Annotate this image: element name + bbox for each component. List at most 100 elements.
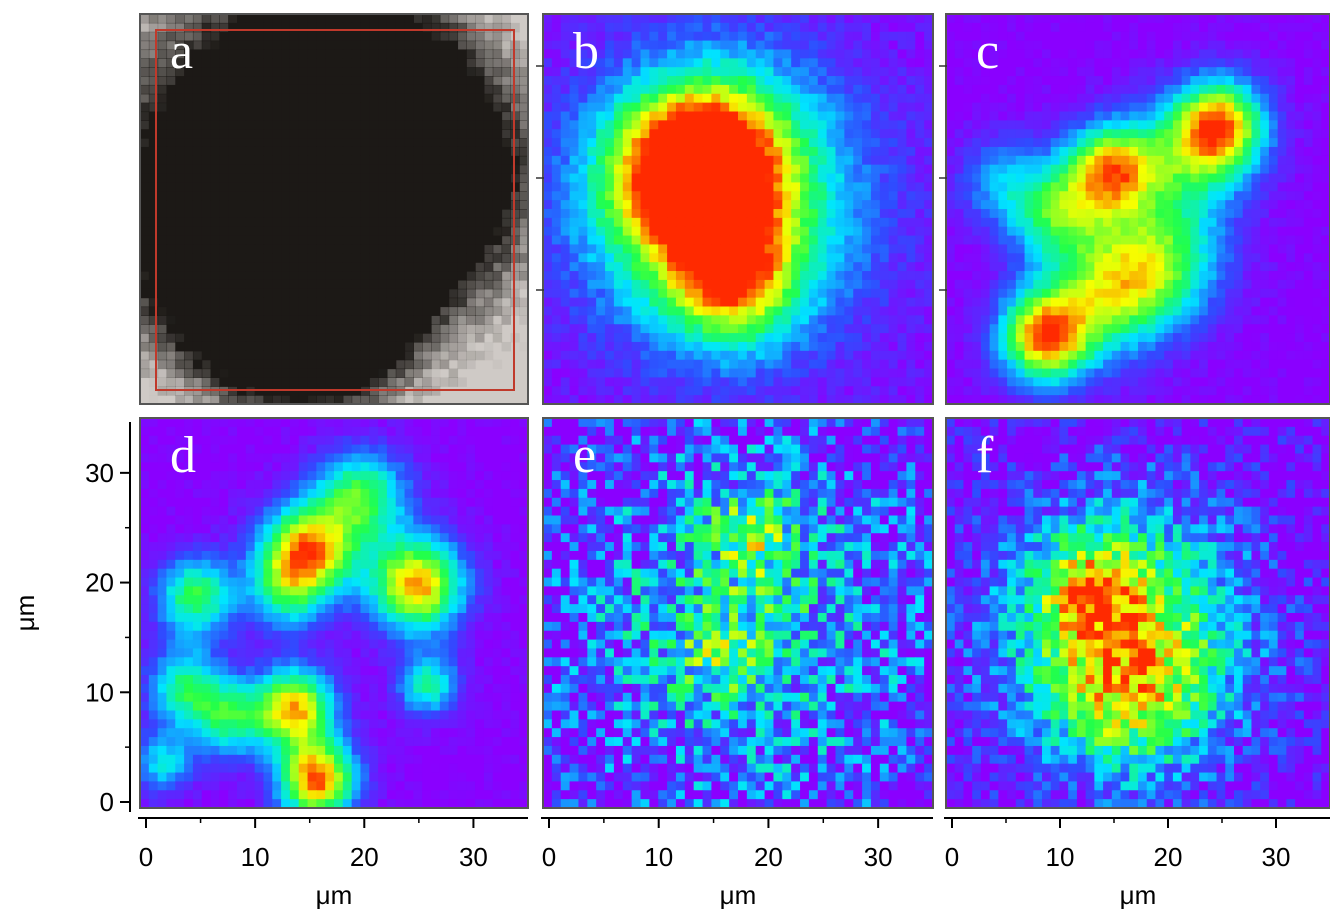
- heatmap-cell: [1155, 120, 1165, 130]
- heatmap-cell: [870, 146, 881, 157]
- heatmap-cell: [551, 209, 562, 219]
- optical-cell: [422, 93, 432, 104]
- heatmap-cell: [764, 368, 775, 379]
- heatmap-cell: [1251, 102, 1261, 113]
- heatmap-cell: [1007, 146, 1017, 157]
- heatmap-cell: [888, 386, 899, 396]
- optical-cell: [307, 120, 317, 130]
- heatmap-cell: [649, 14, 659, 24]
- optical-cell: [184, 350, 194, 361]
- optical-cell: [263, 120, 273, 130]
- heatmap-cell: [782, 279, 792, 290]
- heatmap-cell: [729, 253, 739, 263]
- heatmap-cell: [729, 93, 739, 104]
- heatmap-cell: [605, 76, 615, 86]
- optical-cell: [228, 262, 238, 272]
- optical-cell: [184, 288, 194, 299]
- heatmap-cell: [791, 350, 801, 361]
- heatmap-cell: [631, 191, 642, 201]
- heatmap-cell: [1076, 40, 1087, 51]
- heatmap-cell: [1068, 93, 1078, 104]
- heatmap-cell: [1059, 182, 1069, 192]
- optical-cell: [448, 155, 459, 166]
- heatmap-cell: [693, 226, 704, 237]
- heatmap-cell: [631, 377, 642, 387]
- optical-cell: [466, 67, 476, 77]
- optical-cell: [475, 262, 485, 272]
- heatmap-cell: [1225, 120, 1235, 130]
- heatmap-cell: [915, 129, 925, 139]
- optical-cell: [192, 22, 203, 33]
- optical-cell: [466, 22, 476, 33]
- optical-cell: [184, 84, 194, 95]
- heatmap-cell: [888, 22, 899, 33]
- heatmap-cell: [684, 368, 695, 379]
- heatmap-cell: [1085, 191, 1095, 201]
- heatmap-cell: [569, 279, 580, 290]
- heatmap-cell: [720, 173, 730, 184]
- heatmap-cell: [954, 67, 965, 77]
- optical-cell: [457, 146, 467, 157]
- optical-cell: [307, 102, 317, 113]
- optical-cell: [439, 22, 450, 33]
- optical-cell: [466, 288, 476, 299]
- heatmap-cell: [746, 14, 757, 24]
- heatmap-cell: [826, 58, 837, 68]
- optical-cell: [501, 164, 511, 175]
- heatmap-cell: [826, 359, 837, 370]
- heatmap-cell: [1260, 138, 1270, 148]
- heatmap-cell: [1225, 40, 1235, 51]
- heatmap-cell: [915, 164, 925, 175]
- heatmap-cell: [1312, 226, 1322, 237]
- optical-cell: [228, 226, 238, 237]
- heatmap-cell: [1303, 173, 1314, 184]
- heatmap-cell: [711, 288, 721, 299]
- optical-cell: [228, 235, 238, 246]
- heatmap-cell: [879, 40, 890, 51]
- optical-cell: [157, 76, 168, 86]
- heatmap-cell: [675, 244, 686, 254]
- heatmap-cell: [808, 76, 819, 86]
- heatmap-cell: [1155, 58, 1165, 68]
- optical-cell: [237, 217, 247, 228]
- heatmap-cell: [924, 386, 933, 396]
- heatmap-cell: [1207, 84, 1218, 95]
- heatmap-cell: [1172, 76, 1183, 86]
- heatmap-cell: [587, 49, 597, 59]
- heatmap-cell: [1103, 200, 1113, 210]
- heatmap-cell: [675, 271, 686, 281]
- heatmap-cell: [791, 111, 801, 121]
- heatmap-cell: [738, 31, 748, 42]
- optical-cell: [334, 58, 344, 68]
- optical-cell: [219, 341, 229, 352]
- optical-cell: [307, 111, 317, 121]
- heatmap-cell: [649, 182, 659, 192]
- optical-cell: [184, 155, 194, 166]
- optical-cell: [298, 40, 309, 51]
- heatmap-cell: [675, 324, 686, 334]
- heatmap-cell: [1260, 226, 1270, 237]
- heatmap-cell: [1146, 182, 1157, 192]
- heatmap-cell: [729, 129, 739, 139]
- heatmap-cell: [1234, 244, 1244, 254]
- optical-cell: [281, 67, 291, 77]
- heatmap-cell: [738, 386, 748, 396]
- heatmap-cell: [1321, 58, 1330, 68]
- optical-cell: [431, 191, 441, 201]
- optical-cell: [237, 209, 247, 219]
- heatmap-cell: [906, 226, 916, 237]
- optical-cell: [157, 297, 168, 308]
- optical-cell: [254, 288, 265, 299]
- heatmap-cell: [764, 93, 775, 104]
- heatmap-cell: [1015, 226, 1026, 237]
- optical-cell: [457, 271, 467, 281]
- optical-cell: [184, 262, 194, 272]
- optical-cell: [369, 200, 379, 210]
- heatmap-cell: [1085, 129, 1095, 139]
- optical-cell: [201, 333, 212, 343]
- optical-cell: [219, 164, 229, 175]
- heatmap-cell: [551, 341, 562, 352]
- heatmap-cell: [720, 129, 730, 139]
- heatmap-cell: [980, 138, 991, 148]
- heatmap-cell: [1164, 164, 1174, 175]
